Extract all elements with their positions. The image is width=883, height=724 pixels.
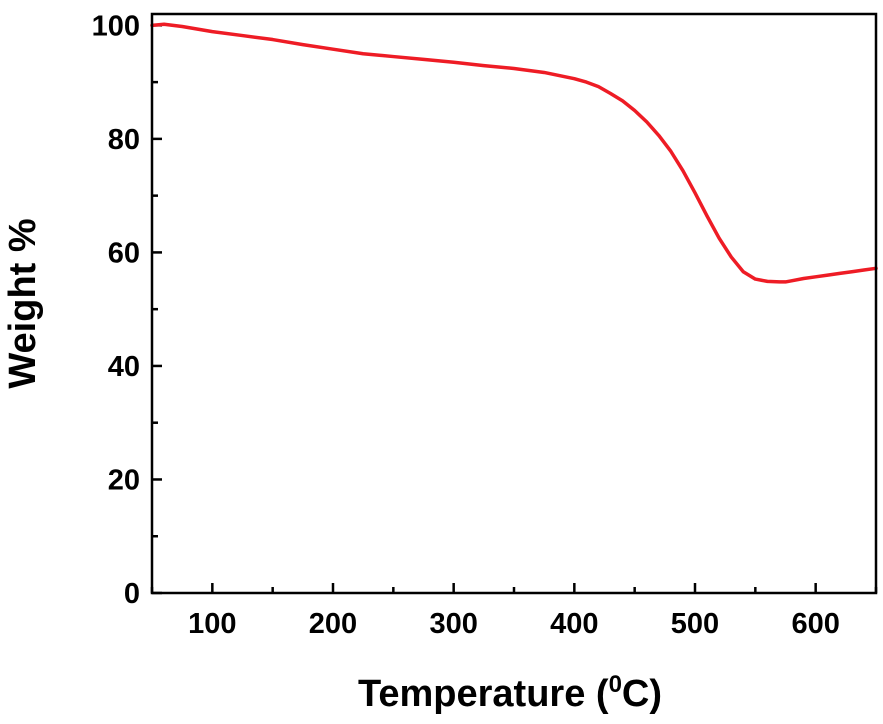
axis-tick-labels: 100 200 300 400 500 600 0 20 40 60 80 100 [92,10,840,640]
series-line-0 [150,22,878,284]
x-tick-label: 600 [791,608,839,640]
x-axis-title: Temperature (0C) [358,671,662,715]
x-tick-label: 300 [429,608,477,640]
y-tick-label: 0 [124,578,140,610]
x-tick-label: 100 [188,608,236,640]
series-layer [150,22,878,284]
axis-ticks [150,24,878,595]
y-tick-label: 60 [108,237,140,269]
x-axis-title-prefix: Temperature ( [358,673,609,715]
x-tick-label: 500 [671,608,719,640]
y-tick-label: 20 [108,464,140,496]
x-axis-title-suffix: C) [622,673,662,715]
plot-frame [150,12,878,595]
y-tick-label: 40 [108,351,140,383]
y-tick-label: 80 [108,124,140,156]
x-tick-label: 200 [309,608,357,640]
y-tick-label: 100 [92,10,140,42]
x-axis-title-superscript: 0 [609,671,622,698]
x-tick-label: 400 [550,608,598,640]
y-axis-title: Weight % [2,218,44,388]
